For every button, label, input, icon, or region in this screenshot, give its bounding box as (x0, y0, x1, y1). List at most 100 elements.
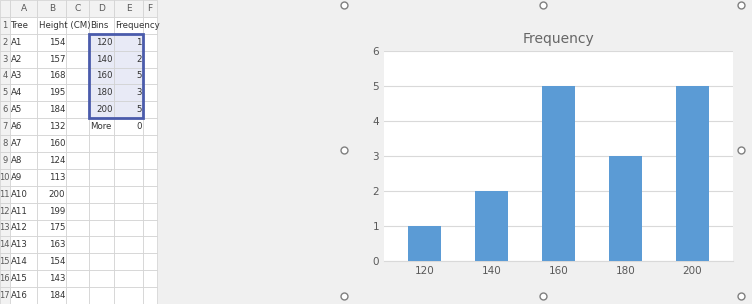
Bar (89, 219, 114, 237)
Bar (0, 51, 10, 67)
Bar (114, 152, 143, 169)
Bar (114, 237, 143, 253)
Bar (0, 118, 10, 135)
Bar (143, 219, 156, 237)
Bar (0, 17, 10, 34)
Bar (143, 51, 156, 67)
Text: Height (CM): Height (CM) (39, 21, 90, 30)
Bar (10, 0, 38, 17)
Text: 200: 200 (96, 105, 113, 114)
Text: 184: 184 (49, 105, 65, 114)
Bar (475, 191, 508, 261)
Text: 132: 132 (49, 122, 65, 131)
Bar (38, 67, 66, 85)
Text: 12: 12 (0, 207, 10, 216)
Bar (114, 101, 143, 118)
Text: 3: 3 (2, 55, 8, 64)
Text: D: D (98, 4, 105, 13)
Bar (0, 253, 10, 270)
Bar (114, 203, 143, 219)
Bar (89, 118, 114, 135)
Bar (143, 169, 156, 186)
Bar (66, 0, 89, 17)
Bar (143, 287, 156, 304)
Text: 6: 6 (2, 105, 8, 114)
Bar (10, 169, 38, 186)
Text: 199: 199 (49, 207, 65, 216)
Text: 160: 160 (49, 139, 65, 148)
Text: Frequency: Frequency (116, 21, 160, 30)
Bar (0, 219, 10, 237)
Text: 124: 124 (49, 156, 65, 165)
Bar (10, 270, 38, 287)
Bar (143, 203, 156, 219)
Text: 2: 2 (2, 38, 8, 47)
Bar (114, 85, 143, 101)
Bar (0, 287, 10, 304)
Bar (89, 287, 114, 304)
Text: A: A (20, 4, 26, 13)
Text: 2: 2 (136, 55, 141, 64)
Bar (10, 186, 38, 203)
Text: 7: 7 (2, 122, 8, 131)
Text: 195: 195 (49, 88, 65, 97)
Bar (89, 34, 114, 51)
Text: 16: 16 (0, 274, 10, 283)
Text: A13: A13 (11, 240, 28, 249)
Bar (89, 270, 114, 287)
Bar (89, 85, 114, 101)
Bar (143, 270, 156, 287)
Bar (89, 186, 114, 203)
Bar (89, 237, 114, 253)
Bar (541, 86, 575, 261)
Text: B: B (49, 4, 55, 13)
Text: A14: A14 (11, 257, 28, 266)
Bar (89, 135, 114, 152)
Bar (0, 0, 10, 17)
Text: A16: A16 (11, 291, 28, 300)
Bar (114, 135, 143, 152)
Text: A1: A1 (11, 38, 23, 47)
Text: A7: A7 (11, 139, 23, 148)
Text: 168: 168 (49, 71, 65, 81)
Bar (66, 186, 89, 203)
Bar (10, 253, 38, 270)
Bar (10, 17, 38, 34)
Bar (89, 0, 114, 17)
Bar (114, 34, 143, 51)
Bar (0, 101, 10, 118)
Bar (38, 237, 66, 253)
Text: A11: A11 (11, 207, 28, 216)
Bar (89, 67, 114, 85)
Text: 154: 154 (49, 257, 65, 266)
Text: 5: 5 (2, 88, 8, 97)
Bar (38, 135, 66, 152)
Bar (408, 226, 441, 261)
Bar (38, 186, 66, 203)
Bar (114, 67, 143, 85)
Bar (143, 135, 156, 152)
Text: 1: 1 (2, 21, 8, 30)
Bar (10, 67, 38, 85)
Text: 4: 4 (2, 71, 8, 81)
Bar (0, 67, 10, 85)
Text: A8: A8 (11, 156, 23, 165)
Bar (0, 85, 10, 101)
Bar (143, 253, 156, 270)
Bar (66, 219, 89, 237)
Bar (89, 34, 143, 118)
Bar (89, 51, 114, 67)
Text: A5: A5 (11, 105, 23, 114)
Bar (38, 51, 66, 67)
Bar (66, 203, 89, 219)
Text: C: C (74, 4, 80, 13)
Text: A2: A2 (11, 55, 23, 64)
Bar (0, 237, 10, 253)
Bar (38, 118, 66, 135)
Text: 13: 13 (0, 223, 10, 233)
Text: 143: 143 (49, 274, 65, 283)
Text: 9: 9 (2, 156, 8, 165)
Bar (143, 118, 156, 135)
Bar (66, 237, 89, 253)
Text: F: F (147, 4, 153, 13)
